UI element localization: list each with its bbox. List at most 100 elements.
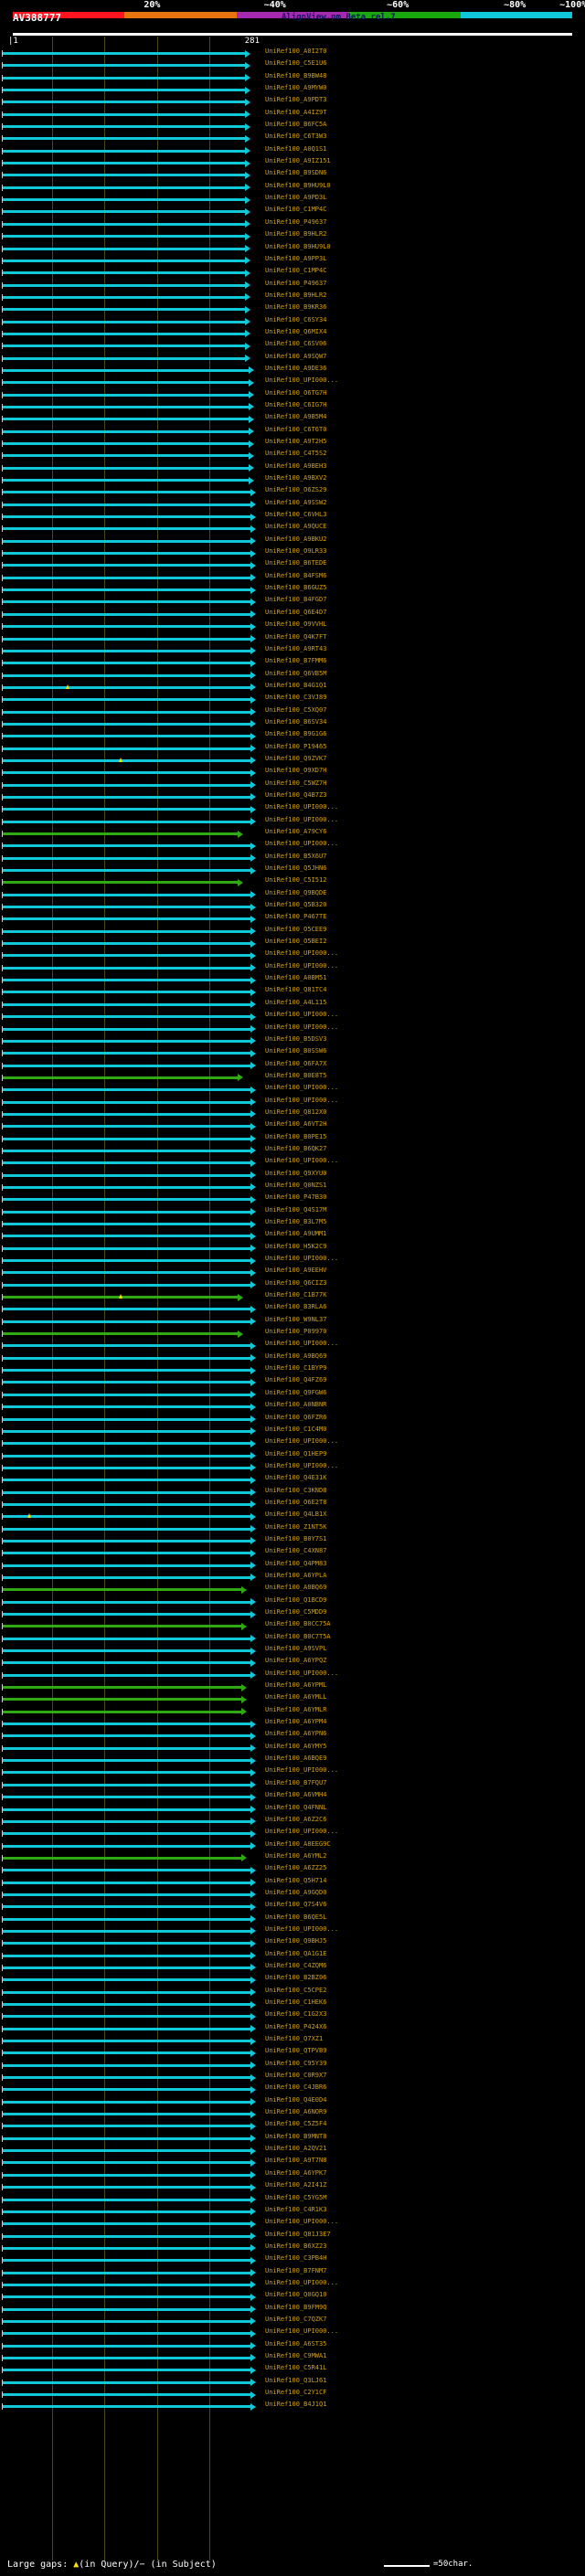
subject-accession-label[interactable]: UniRef100_C0R9X7: [265, 2072, 327, 2080]
hsp-bar[interactable]: [2, 564, 250, 567]
subject-accession-label[interactable]: UniRef100_O6ZS29: [265, 486, 327, 494]
alignment-track[interactable]: [0, 620, 261, 632]
alignment-row[interactable]: UniRef100_A6BQE9: [0, 1754, 585, 1766]
hsp-bar[interactable]: [2, 1173, 250, 1177]
hsp-bar[interactable]: [2, 1942, 250, 1945]
alignment-row[interactable]: UniRef100_C5R41L: [0, 2364, 585, 2376]
alignment-track[interactable]: [0, 2279, 261, 2291]
alignment-row[interactable]: UniRef100_A6ZZ25: [0, 1864, 585, 1876]
alignment-row[interactable]: UniRef100_C6VHL3: [0, 511, 585, 523]
subject-accession-label[interactable]: UniRef100_C2Y1CF: [265, 2389, 327, 2396]
subject-accession-label[interactable]: UniRef100_A6YMLR: [265, 1705, 327, 1713]
hsp-bar[interactable]: [2, 1905, 250, 1909]
hsp-bar[interactable]: [2, 929, 250, 933]
hsp-bar[interactable]: [2, 1515, 250, 1519]
alignment-track[interactable]: [0, 1218, 261, 1230]
hsp-bar[interactable]: [2, 1564, 250, 1567]
hsp-bar[interactable]: [2, 418, 249, 421]
alignment-track[interactable]: [0, 2242, 261, 2254]
alignment-row[interactable]: UniRef100_Q5JHN6: [0, 864, 585, 876]
hsp-bar[interactable]: [2, 1552, 250, 1555]
alignment-row[interactable]: UniRef100_C7QZK7: [0, 2316, 585, 2327]
alignment-track[interactable]: [0, 2169, 261, 2181]
subject-accession-label[interactable]: UniRef100_Q0NZS1: [265, 1181, 327, 1189]
alignment-track[interactable]: [0, 718, 261, 730]
alignment-row[interactable]: UniRef100_Q9XYU0: [0, 1170, 585, 1182]
alignment-track[interactable]: [0, 572, 261, 584]
subject-accession-label[interactable]: UniRef100_QTPVB9: [265, 2047, 327, 2055]
alignment-row[interactable]: UniRef100_B6QK27: [0, 1145, 585, 1157]
alignment-track[interactable]: [0, 133, 261, 144]
alignment-track[interactable]: [0, 1072, 261, 1084]
hsp-bar[interactable]: [2, 466, 249, 470]
alignment-track[interactable]: [0, 864, 261, 876]
hsp-bar[interactable]: [2, 588, 250, 592]
alignment-row[interactable]: UniRef100_A6YPN6: [0, 1730, 585, 1742]
hsp-bar[interactable]: [2, 2307, 250, 2311]
subject-accession-label[interactable]: UniRef100_O5CEE9: [265, 925, 327, 933]
subject-accession-label[interactable]: UniRef100_A9RT43: [265, 644, 327, 652]
subject-accession-label[interactable]: UniRef100_A0BM51: [265, 974, 327, 982]
subject-accession-label[interactable]: UniRef100_A6YPK7: [265, 2168, 327, 2177]
alignment-track[interactable]: [0, 218, 261, 230]
alignment-track[interactable]: [0, 1670, 261, 1681]
alignment-row[interactable]: UniRef100_A0Q1S1: [0, 145, 585, 157]
subject-accession-label[interactable]: UniRef100_UPI000...: [265, 1011, 339, 1019]
alignment-row[interactable]: UniRef100_Q81TC4: [0, 986, 585, 998]
alignment-row[interactable]: UniRef100_B7FMM6: [0, 657, 585, 669]
alignment-row[interactable]: UniRef100_A6YPM4: [0, 1718, 585, 1730]
hsp-bar[interactable]: [2, 2040, 250, 2043]
alignment-track[interactable]: [0, 1243, 261, 1255]
alignment-track[interactable]: [0, 974, 261, 986]
alignment-track[interactable]: [0, 280, 261, 292]
alignment-row[interactable]: UniRef100_Q7XZ1: [0, 2035, 585, 2047]
hsp-bar[interactable]: [2, 820, 250, 823]
subject-accession-label[interactable]: UniRef100_A9PP3L: [265, 254, 327, 262]
subject-accession-label[interactable]: UniRef100_A6YPN6: [265, 1730, 327, 1738]
hsp-bar[interactable]: [2, 2283, 250, 2286]
alignment-row[interactable]: UniRef100_C0R9X7: [0, 2072, 585, 2083]
hsp-bar[interactable]: [2, 1125, 250, 1129]
hsp-bar[interactable]: [2, 1661, 250, 1665]
alignment-track[interactable]: [0, 1766, 261, 1778]
hsp-bar[interactable]: [2, 2003, 250, 2006]
subject-accession-label[interactable]: UniRef100_UPI000...: [265, 949, 339, 958]
subject-accession-label[interactable]: UniRef100_O5BEI2: [265, 938, 327, 946]
alignment-track[interactable]: [0, 413, 261, 425]
hsp-bar[interactable]: [2, 2125, 250, 2128]
alignment-row[interactable]: UniRef100_C5WZ7H: [0, 779, 585, 791]
subject-accession-label[interactable]: UniRef100_Q6MIX4: [265, 327, 327, 335]
alignment-track[interactable]: [0, 2047, 261, 2059]
subject-accession-label[interactable]: UniRef100_B6SV34: [265, 717, 327, 726]
subject-accession-label[interactable]: UniRef100_Q6CIZ3: [265, 1278, 327, 1287]
hsp-bar[interactable]: [2, 1588, 241, 1592]
hsp-bar[interactable]: [2, 1649, 250, 1653]
hsp-bar[interactable]: [2, 186, 245, 189]
alignment-track[interactable]: [0, 511, 261, 523]
alignment-row[interactable]: UniRef100_UPI000...: [0, 1828, 585, 1839]
subject-accession-label[interactable]: UniRef100_A9T7N8: [265, 2157, 327, 2165]
alignment-track[interactable]: [0, 486, 261, 498]
alignment-row[interactable]: UniRef100_A9SVPL: [0, 1645, 585, 1657]
subject-accession-label[interactable]: UniRef100_O9LR33: [265, 547, 327, 556]
subject-accession-label[interactable]: UniRef100_A4L115: [265, 998, 327, 1006]
alignment-row[interactable]: UniRef100_C4T5S2: [0, 450, 585, 461]
hsp-bar[interactable]: [2, 2234, 250, 2238]
alignment-track[interactable]: [0, 1060, 261, 1072]
alignment-row[interactable]: UniRef100_Q9BQDE: [0, 889, 585, 901]
hsp-bar[interactable]: [2, 125, 245, 129]
alignment-row[interactable]: UniRef100_A9GQD0: [0, 1889, 585, 1901]
alignment-track[interactable]: [0, 194, 261, 206]
subject-accession-label[interactable]: UniRef100_B0Y7S1: [265, 1534, 327, 1542]
alignment-track[interactable]: [0, 1877, 261, 1889]
subject-accession-label[interactable]: UniRef100_B3L7M5: [265, 1218, 327, 1225]
hsp-bar[interactable]: [2, 2051, 250, 2055]
alignment-track[interactable]: [0, 72, 261, 84]
hsp-bar[interactable]: [2, 1198, 250, 1202]
hsp-bar[interactable]: [2, 1527, 250, 1531]
alignment-track[interactable]: [0, 1303, 261, 1315]
alignment-track[interactable]: [0, 1206, 261, 1218]
alignment-track[interactable]: [0, 2377, 261, 2389]
alignment-track[interactable]: [0, 2304, 261, 2316]
alignment-row[interactable]: UniRef100_B0SSW6: [0, 1047, 585, 1059]
